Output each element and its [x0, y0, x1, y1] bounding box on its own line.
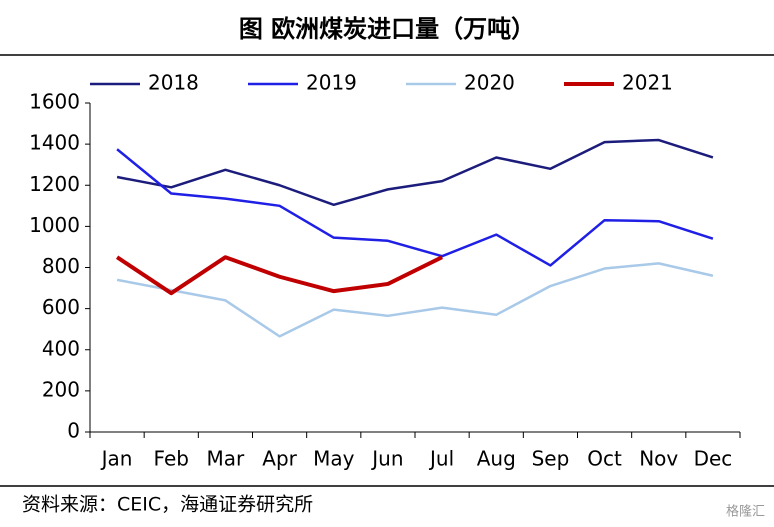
x-tick-label: Jun [370, 447, 403, 471]
x-tick-label: Mar [207, 447, 246, 471]
x-tick-label: Aug [477, 447, 516, 471]
legend-label: 2019 [306, 71, 357, 95]
y-tick-label: 1200 [29, 172, 80, 196]
series-line [116, 148, 714, 267]
y-tick-label: 600 [42, 295, 80, 319]
source: 资料来源：CEIC，海通证券研究所 [22, 494, 313, 516]
x-tick-label: Jul [428, 447, 454, 471]
watermark: 格隆汇 [726, 504, 765, 520]
y-tick-label: 0 [67, 419, 80, 443]
y-tick-label: 1000 [29, 213, 80, 237]
x-tick-label: Feb [154, 447, 189, 471]
y-tick-label: 400 [42, 336, 80, 360]
x-tick-label: Nov [639, 447, 678, 471]
chart-title: 图 欧洲煤炭进口量（万吨） [239, 15, 535, 43]
legend-label: 2018 [148, 71, 199, 95]
x-tick-label: Sep [532, 447, 570, 471]
x-tick-label: Oct [587, 447, 622, 471]
y-tick-label: 200 [42, 377, 80, 401]
x-tick-label: May [313, 447, 355, 471]
series-line [116, 138, 714, 207]
y-tick-label: 800 [42, 254, 80, 278]
y-tick-label: 1400 [29, 131, 80, 155]
x-tick-label: Dec [694, 447, 733, 471]
series-line [116, 262, 714, 338]
x-tick-label: Jan [100, 447, 133, 471]
y-tick-label: 1600 [29, 90, 80, 114]
legend-label: 2021 [622, 71, 673, 95]
x-tick-label: Apr [262, 447, 297, 471]
legend-label: 2020 [464, 71, 515, 95]
series-line [115, 255, 443, 296]
